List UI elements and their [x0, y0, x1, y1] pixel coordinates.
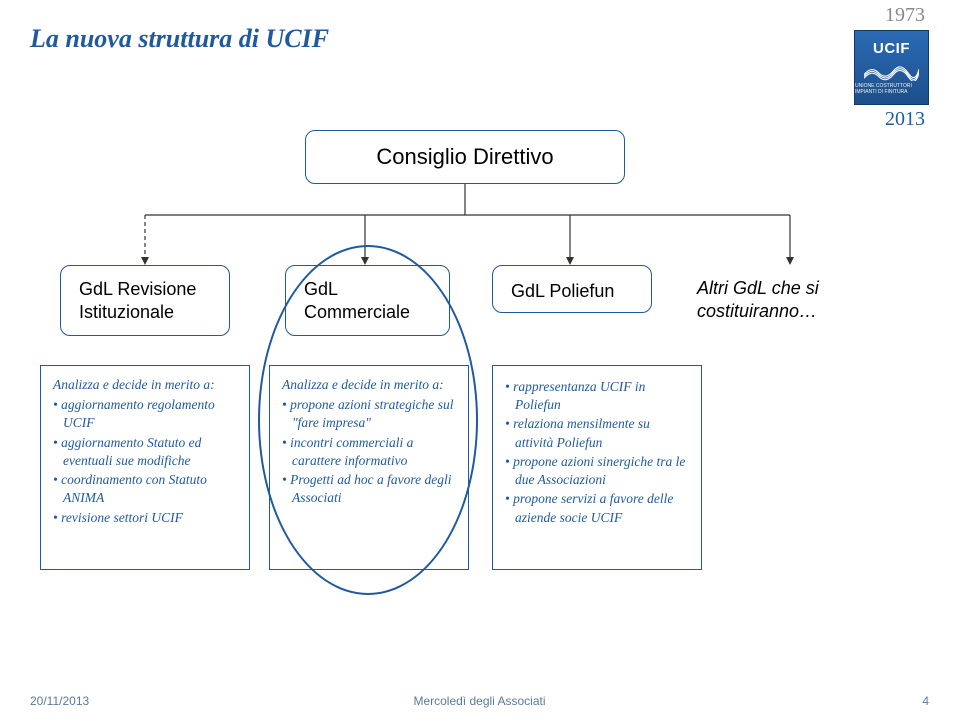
ucif-logo: UCIF UNIONE COSTRUTTORI IMPIANTI DI FINI… [854, 30, 929, 105]
desc-box-2: Analizza e decide in merito a: propone a… [269, 365, 469, 570]
desc-2-lead: Analizza e decide in merito a: [282, 376, 456, 394]
desc-box-1: Analizza e decide in merito a: aggiornam… [40, 365, 250, 570]
org-child-1: GdL Revisione Istituzionale [60, 265, 230, 336]
desc-1-item: coordinamento con Statuto ANIMA [53, 471, 237, 507]
logo-wave-icon [864, 61, 919, 81]
org-child-2-line1: GdL [304, 279, 338, 299]
logo-text: UCIF [873, 40, 910, 57]
footer-title: Mercoledì degli Associati [0, 694, 959, 708]
org-child-2: GdL Commerciale [285, 265, 450, 336]
footer-page-number: 4 [922, 694, 929, 708]
desc-1-lead: Analizza e decide in merito a: [53, 376, 237, 394]
org-child-4-line2: costituiranno… [697, 301, 817, 321]
year-founded: 1973 [885, 4, 925, 27]
desc-3-item: rappresentanza UCIF in Poliefun [505, 378, 689, 414]
desc-1-item: aggiornamento Statuto ed eventuali sue m… [53, 434, 237, 470]
desc-3-item: propone servizi a favore delle aziende s… [505, 490, 689, 526]
desc-3-item: propone azioni sinergiche tra le due Ass… [505, 453, 689, 489]
slide-title: La nuova struttura di UCIF [30, 24, 329, 54]
year-current: 2013 [885, 108, 925, 131]
desc-1-item: aggiornamento regolamento UCIF [53, 396, 237, 432]
org-child-2-line2: Commerciale [304, 302, 410, 322]
desc-3-item: relaziona mensilmente su attività Polief… [505, 415, 689, 451]
desc-2-item: incontri commerciali a carattere informa… [282, 434, 456, 470]
org-child-3-line1: GdL Poliefun [511, 281, 614, 301]
desc-box-3: rappresentanza UCIF in Poliefun relazion… [492, 365, 702, 570]
org-child-1-line1: GdL Revisione [79, 279, 196, 299]
org-child-1-line2: Istituzionale [79, 302, 174, 322]
org-child-4: Altri GdL che si costituiranno… [695, 265, 890, 334]
desc-2-item: Progetti ad hoc a favore degli Associati [282, 471, 456, 507]
desc-2-item: propone azioni strategiche sul "fare imp… [282, 396, 456, 432]
org-child-3: GdL Poliefun [492, 265, 652, 313]
org-chart: Consiglio Direttivo GdL Revisione Istitu… [0, 130, 959, 610]
desc-1-item: revisione settori UCIF [53, 509, 237, 527]
org-top-box: Consiglio Direttivo [305, 130, 625, 184]
org-child-4-line1: Altri GdL che si [697, 278, 819, 298]
logo-subtitle: UNIONE COSTRUTTORI IMPIANTI DI FINITURA [855, 83, 928, 95]
